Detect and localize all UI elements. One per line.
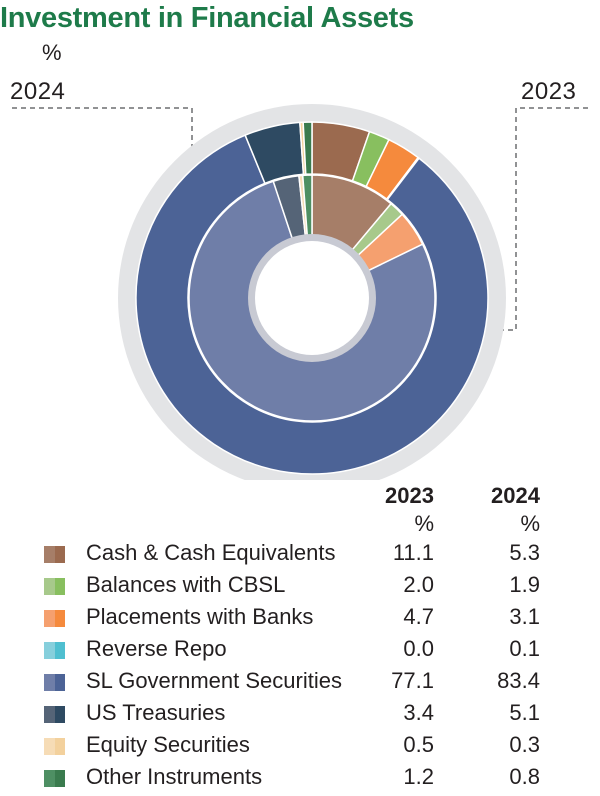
swatch-2024-color [54, 546, 65, 563]
value-2023: 0.5 [403, 732, 434, 757]
column-header-2023-year: 2023 [385, 483, 434, 508]
value-2024: 0.3 [509, 732, 540, 757]
value-2024: 0.8 [509, 764, 540, 789]
inner-ring-year-label: 2023 [521, 78, 577, 105]
legend-swatch [44, 738, 65, 755]
value-2023: 2.0 [403, 572, 434, 597]
column-header-2023-unit: % [414, 511, 434, 536]
legend-row: Other Instruments 1.2 0.8 [44, 762, 564, 794]
swatch-2023-color [44, 610, 55, 627]
legend-swatch [44, 674, 65, 691]
value-2023: 77.1 [391, 668, 434, 693]
outer-ring-2024 [135, 121, 489, 475]
legend-label: Equity Securities [86, 732, 250, 757]
legend-row: US Treasuries 3.4 5.1 [44, 698, 564, 730]
leader-line-2024 [12, 107, 193, 178]
swatch-2023-color [44, 770, 55, 787]
legend-swatch [44, 610, 65, 627]
column-header-2023: 2023 % [364, 482, 434, 538]
legend-label: Cash & Cash Equivalents [86, 540, 336, 565]
swatch-2023-color [44, 546, 55, 563]
swatch-2024-color [54, 738, 65, 755]
value-2024: 0.1 [509, 636, 540, 661]
swatch-2024-color [54, 642, 65, 659]
swatch-2023-color [44, 578, 55, 595]
legend-row: Reverse Repo 0.0 0.1 [44, 634, 564, 666]
value-2023: 0.0 [403, 636, 434, 661]
legend-swatch [44, 706, 65, 723]
chart-title: Investment in Financial Assets [0, 2, 414, 34]
swatch-2024-color [54, 706, 65, 723]
legend-swatch [44, 578, 65, 595]
swatch-2023-color [44, 706, 55, 723]
outer-ring-year-label: 2024 [10, 78, 66, 105]
swatch-2024-color [54, 674, 65, 691]
legend-label: US Treasuries [86, 700, 226, 725]
value-2023: 3.4 [403, 700, 434, 725]
swatch-2024-color [54, 578, 65, 595]
value-2024: 83.4 [497, 668, 540, 693]
swatch-2023-color [44, 738, 55, 755]
legend-row: Equity Securities 0.5 0.3 [44, 730, 564, 762]
swatch-2023-color [44, 642, 55, 659]
column-header-2024-unit: % [520, 511, 540, 536]
swatch-2023-color [44, 674, 55, 691]
legend-label: Placements with Banks [86, 604, 314, 629]
legend-swatch [44, 546, 65, 563]
legend-label: Other Instruments [86, 764, 263, 789]
value-2023: 4.7 [403, 604, 434, 629]
legend-label: Reverse Repo [86, 636, 227, 661]
legend-row: Balances with CBSL 2.0 1.9 [44, 570, 564, 602]
unit-label: % [42, 40, 62, 65]
outer-2024-slice-sl-government-securities [135, 134, 489, 475]
outer-2024-slice-other-instruments [302, 121, 313, 175]
value-2024: 5.3 [509, 540, 540, 565]
column-header-2024-year: 2024 [491, 483, 540, 508]
legend-swatch [44, 770, 65, 787]
swatch-2024-color [54, 610, 65, 627]
legend-row: Cash & Cash Equivalents 11.1 5.3 [44, 538, 564, 570]
value-2024: 5.1 [509, 700, 540, 725]
center-hole [255, 241, 369, 355]
legend-row: Placements with Banks 4.7 3.1 [44, 602, 564, 634]
value-2023: 11.1 [392, 540, 434, 565]
swatch-2024-color [54, 770, 65, 787]
nested-donut-chart [12, 104, 588, 480]
value-2024: 3.1 [509, 604, 540, 629]
legend-swatch [44, 642, 65, 659]
value-2023: 1.2 [403, 764, 434, 789]
legend-row: SL Government Securities 77.1 83.4 [44, 666, 564, 698]
value-2024: 1.9 [509, 572, 540, 597]
column-header-2024: 2024 % [470, 482, 540, 538]
legend-label: Balances with CBSL [86, 572, 286, 597]
legend-label: SL Government Securities [86, 668, 342, 693]
legend-table: Cash & Cash Equivalents 11.1 5.3 Balance… [44, 538, 564, 794]
